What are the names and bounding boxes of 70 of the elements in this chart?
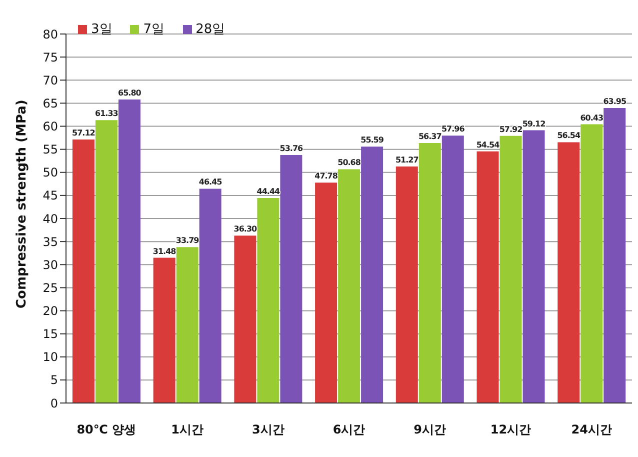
bar (95, 120, 118, 403)
data-label: 46.45 (198, 178, 223, 187)
y-tick-label: 60 (42, 120, 58, 134)
y-tick-label: 30 (42, 258, 58, 272)
bar (580, 124, 603, 403)
bar (558, 142, 580, 403)
y-tick-label: 15 (42, 327, 58, 342)
bar (522, 130, 545, 403)
y-axis-title: Compressive strength (MPa) (14, 100, 30, 308)
bar (257, 198, 280, 403)
data-label: 55.59 (360, 136, 384, 145)
y-tick-label: 65 (42, 96, 58, 110)
data-label: 57.96 (441, 124, 466, 134)
bar (72, 140, 94, 403)
bar (199, 188, 222, 403)
bar (476, 151, 499, 403)
data-label: 31.48 (152, 246, 177, 256)
bar (418, 142, 441, 403)
bar (442, 136, 464, 403)
bar (280, 155, 302, 403)
data-label: 61.33 (95, 109, 118, 118)
bar (176, 247, 198, 403)
bar (396, 166, 418, 403)
x-tick-label: 9시간 (414, 422, 446, 437)
data-label: 63.95 (603, 97, 627, 106)
x-tick-label: 80℃ 양생 (76, 422, 136, 437)
y-tick-label: 0 (50, 396, 58, 410)
y-tick-label: 35 (42, 234, 58, 249)
data-label: 54.54 (476, 140, 500, 150)
data-label: 56.37 (418, 132, 442, 141)
y-tick-label: 20 (42, 304, 58, 318)
bar (604, 108, 626, 403)
data-label: 33.79 (176, 236, 200, 246)
data-label: 56.54 (557, 131, 581, 140)
data-label: 57.92 (499, 124, 522, 134)
x-tick-label: 6시간 (332, 422, 366, 437)
x-tick-label: 3시간 (252, 422, 284, 437)
y-tick-label: 10 (42, 350, 58, 364)
bar (118, 100, 140, 403)
data-label: 57.12 (72, 128, 95, 138)
data-label: 36.30 (234, 224, 258, 234)
data-label: 51.27 (395, 156, 418, 165)
bar (153, 258, 176, 403)
y-tick-label: 55 (42, 142, 58, 157)
x-tick-label: 24시간 (571, 422, 612, 437)
data-label: 60.43 (580, 113, 604, 122)
y-tick-label: 75 (42, 50, 58, 64)
data-label: 65.80 (118, 88, 142, 98)
x-tick-label: 12시간 (490, 422, 532, 437)
data-label: 53.76 (280, 144, 304, 154)
data-label: 50.68 (338, 158, 362, 168)
y-tick-label: 70 (42, 73, 58, 88)
bar (361, 146, 384, 403)
y-tick-label: 25 (42, 280, 58, 295)
y-tick-label: 80 (42, 27, 58, 42)
legend-label: 7일 (142, 21, 165, 38)
bar (338, 169, 360, 403)
data-label: 47.78 (314, 172, 338, 181)
data-label: 59.12 (522, 119, 546, 128)
y-tick-label: 40 (42, 212, 58, 226)
bar (500, 136, 522, 403)
y-tick-label: 5 (50, 373, 58, 388)
legend-label: 3일 (90, 21, 112, 38)
y-tick-label: 45 (42, 188, 58, 203)
x-tick-label: 1시간 (171, 422, 204, 437)
data-label: 44.44 (256, 187, 281, 196)
bar (234, 236, 256, 403)
y-tick-label: 50 (42, 166, 58, 180)
bar (315, 182, 338, 403)
legend-label: 28일 (194, 21, 226, 38)
